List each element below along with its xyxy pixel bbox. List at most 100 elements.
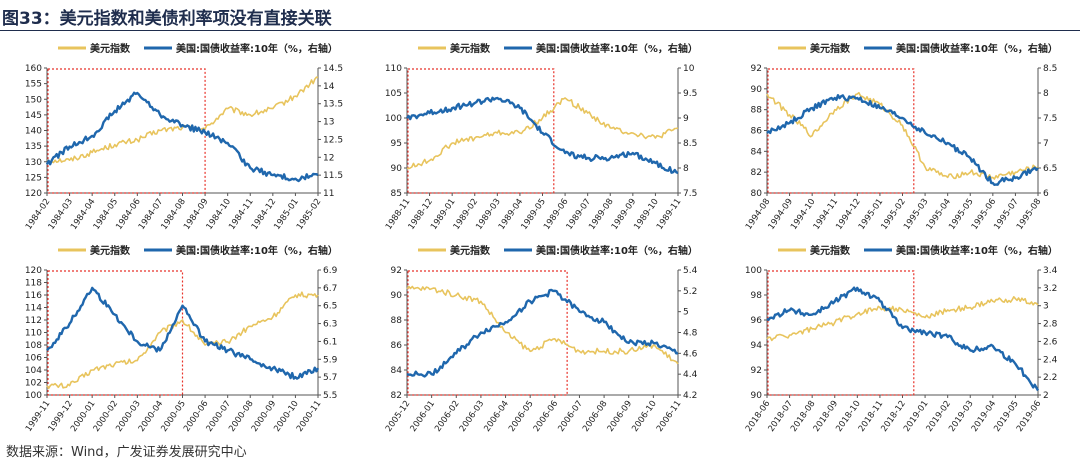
right-tick-label: 9 <box>683 114 689 124</box>
left-tick-label: 145 <box>25 111 42 121</box>
series-line-yield <box>406 96 679 175</box>
right-tick-label: 2.4 <box>1043 355 1058 365</box>
series-line-yield <box>766 94 1039 186</box>
right-tick-label: 8 <box>683 164 689 174</box>
right-tick-label: 2.8 <box>1043 320 1058 330</box>
right-tick-label: 8 <box>1043 89 1049 99</box>
chart-legend: 美元指数 美国:国债收益率:10年（%，右轴） <box>418 42 698 55</box>
series-line-yield <box>46 286 320 380</box>
right-tick-label: 4.4 <box>683 370 698 380</box>
right-tick-label: 7.5 <box>683 189 697 199</box>
series-line-dxy <box>46 291 319 390</box>
left-tick-label: 116 <box>25 291 42 301</box>
right-tick-label: 8.5 <box>683 139 697 149</box>
left-tick-label: 102 <box>25 379 42 389</box>
legend-label-yield: 美国:国债收益率:10年（%，右轴） <box>536 42 698 55</box>
highlight-box <box>47 68 206 194</box>
chart-panel-3: 美元指数 美国:国债收益率:10年（%，右轴） 80 82 84 86 88 90 92 6 6.5… <box>744 42 1058 232</box>
left-tick-label: 98 <box>751 291 763 301</box>
left-tick-label: 82 <box>751 168 762 178</box>
legend-label-dxy: 美元指数 <box>450 42 491 55</box>
left-tick-label: 92 <box>751 64 762 74</box>
series-line-dxy <box>766 296 1039 342</box>
figure-title-bar: 图33：美元指数和美债利率项没有直接关联 <box>0 0 1080 31</box>
legend-label-dxy: 美元指数 <box>90 244 131 257</box>
left-tick-label: 150 <box>25 95 42 105</box>
chart-legend: 美元指数 美国:国债收益率:10年（%，右轴） <box>778 42 1058 55</box>
page-title: 图33：美元指数和美债利率项没有直接关联 <box>2 9 332 29</box>
left-tick-label: 100 <box>25 391 42 401</box>
chart-legend: 美元指数 美国:国债收益率:10年（%，右轴） <box>58 244 338 257</box>
right-tick-label: 12 <box>323 153 334 163</box>
right-tick-label: 14 <box>323 82 335 92</box>
right-tick-label: 2.6 <box>1043 337 1058 347</box>
right-tick-label: 6 <box>1043 189 1049 199</box>
left-tick-label: 114 <box>25 304 42 314</box>
legend-label-yield: 美国:国债收益率:10年（%，右轴） <box>896 244 1058 257</box>
right-tick-label: 13.5 <box>323 100 343 110</box>
legend-label-yield: 美国:国债收益率:10年（%，右轴） <box>176 244 338 257</box>
left-tick-label: 110 <box>25 329 42 339</box>
right-tick-label: 6.3 <box>323 320 337 330</box>
x-tick-label: 2006-11 <box>655 399 684 434</box>
source-note: 数据来源：Wind，广发证券发展研究中心 <box>6 445 247 460</box>
series-line-dxy <box>406 97 679 170</box>
left-tick-label: 90 <box>751 391 763 401</box>
series-line-yield <box>45 91 319 183</box>
right-tick-label: 6.5 <box>1043 164 1057 174</box>
right-tick-label: 13 <box>323 118 334 128</box>
legend-label-dxy: 美元指数 <box>810 244 851 257</box>
left-tick-label: 96 <box>751 316 763 326</box>
left-tick-label: 140 <box>25 127 42 137</box>
highlight-box <box>767 68 915 194</box>
left-tick-label: 85 <box>391 189 402 199</box>
right-tick-label: 3.2 <box>1043 284 1057 294</box>
right-tick-label: 2.2 <box>1043 373 1057 383</box>
right-tick-label: 5 <box>683 308 689 318</box>
legend-label-dxy: 美元指数 <box>810 42 851 55</box>
series-line-yield <box>766 286 1040 392</box>
series-line-dxy <box>46 76 319 164</box>
left-tick-label: 135 <box>25 142 42 152</box>
left-tick-label: 130 <box>25 158 42 168</box>
chart-panel-6: 美元指数 美国:国债收益率:10年（%，右轴） 90 92 94 96 98 100 2 2.2 2… <box>744 244 1058 434</box>
left-tick-label: 88 <box>391 316 403 326</box>
left-tick-label: 118 <box>25 279 42 289</box>
series-line-dxy <box>406 285 679 365</box>
left-tick-label: 155 <box>25 80 42 90</box>
right-tick-label: 11.5 <box>323 171 343 181</box>
left-tick-label: 104 <box>25 366 42 376</box>
left-tick-label: 160 <box>25 64 42 74</box>
highlight-box <box>767 270 915 396</box>
left-tick-label: 112 <box>25 316 42 326</box>
left-tick-label: 100 <box>745 266 762 276</box>
right-tick-label: 7 <box>1043 139 1049 149</box>
left-tick-label: 90 <box>391 164 403 174</box>
chart-panel-4: 美元指数 美国:国债收益率:10年（%，右轴） 100 102 104 106 108 110… <box>24 244 338 434</box>
left-tick-label: 94 <box>751 341 763 351</box>
right-tick-label: 8.5 <box>1043 64 1057 74</box>
left-tick-label: 86 <box>751 127 763 137</box>
right-tick-label: 5.7 <box>323 373 337 383</box>
right-tick-label: 5.9 <box>323 355 338 365</box>
left-tick-label: 84 <box>751 147 763 157</box>
left-tick-label: 82 <box>391 391 402 401</box>
right-tick-label: 5.5 <box>323 391 337 401</box>
chart-legend: 美元指数 美国:国债收益率:10年（%，右轴） <box>418 244 698 257</box>
chart-legend: 美元指数 美国:国债收益率:10年（%，右轴） <box>58 42 338 55</box>
left-tick-label: 110 <box>385 64 402 74</box>
left-tick-label: 106 <box>25 354 42 364</box>
left-tick-label: 92 <box>751 366 762 376</box>
left-tick-label: 108 <box>25 341 42 351</box>
right-tick-label: 5.2 <box>683 287 697 297</box>
right-tick-label: 3 <box>1043 302 1049 312</box>
left-tick-label: 120 <box>25 266 42 276</box>
right-tick-label: 3.4 <box>1043 266 1058 276</box>
left-tick-label: 90 <box>391 291 403 301</box>
right-tick-label: 14.5 <box>323 64 343 74</box>
legend-label-yield: 美国:国债收益率:10年（%，右轴） <box>176 42 338 55</box>
left-tick-label: 125 <box>25 173 42 183</box>
left-tick-label: 80 <box>751 189 763 199</box>
left-tick-label: 92 <box>391 266 402 276</box>
right-tick-label: 4.8 <box>683 329 698 339</box>
